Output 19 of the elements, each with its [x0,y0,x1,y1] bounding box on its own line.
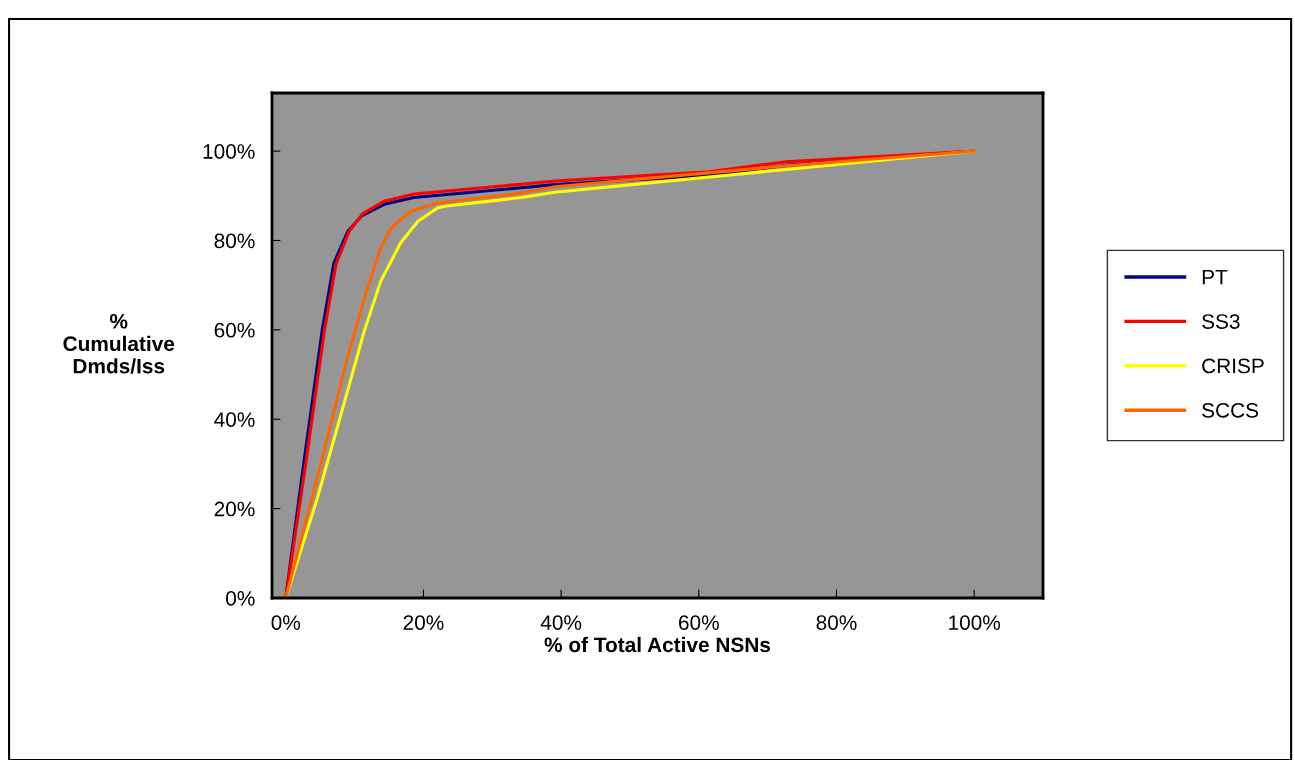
x-axis-title: % of Total Active NSNs [544,636,771,653]
line-series [284,149,976,598]
legend-label: SCCS [1202,402,1259,418]
y-tick-label: 80% [214,233,255,249]
legend-label: CRISP [1202,358,1264,374]
x-tick-label: 100% [949,615,1001,630]
y-axis-title: % Cumulative Dmds/Iss [63,313,175,374]
legend-label: PT [1202,269,1228,285]
y-tick-label: 40% [214,412,255,427]
y-tick-label: 60% [214,322,255,338]
x-tick-label: 80% [816,615,857,630]
y-tick-label: 0% [226,591,255,606]
y-tick-label: 100% [203,144,255,159]
y-tick-label: 20% [214,501,255,517]
x-tick-label: 0% [271,615,301,630]
legend-label: SS3 [1202,314,1240,329]
x-tick-label: 20% [403,615,444,630]
x-tick-label: 60% [679,615,719,630]
x-tick-label: 40% [540,615,582,630]
